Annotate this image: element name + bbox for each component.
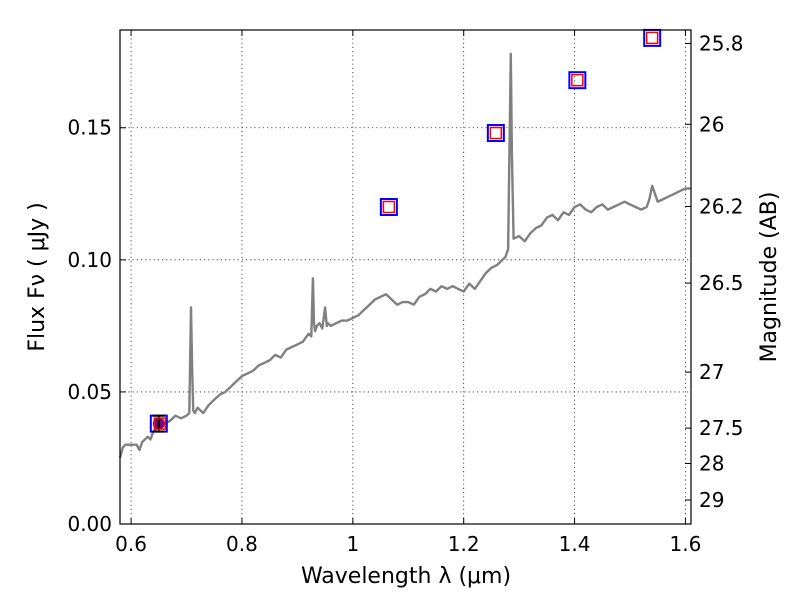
- y-axis-label: Flux Fν ( μJy ): [25, 202, 50, 351]
- spectrum-line: [118, 52, 691, 459]
- photometry-box-marker: [568, 71, 587, 90]
- x-tick-label: 1: [346, 532, 359, 556]
- model-flux-square: [382, 200, 396, 214]
- y2-tick-label: 27.5: [699, 416, 744, 440]
- y-tick-label: 0.15: [67, 116, 112, 140]
- y2-tick-label: 28: [699, 452, 724, 476]
- y2-tick-label: 26.5: [699, 271, 744, 295]
- model-flux-square: [153, 417, 167, 430]
- y-tick-label: 0.10: [67, 248, 112, 272]
- x-axis-label: Wavelength λ (μm): [301, 564, 511, 589]
- model-flux-square: [645, 31, 659, 45]
- y2-tick-label: 26.2: [699, 194, 744, 218]
- y2-tick-label: 29: [699, 488, 724, 512]
- x-tick-label: 1.6: [670, 532, 702, 556]
- y-tick-label: 0.05: [67, 380, 112, 404]
- photometry-box-marker: [486, 124, 505, 143]
- x-tick-label: 0.8: [226, 532, 258, 556]
- model-flux-square: [571, 73, 584, 87]
- photometry-markers: [149, 28, 662, 433]
- y2-tick-label: 26: [699, 112, 724, 136]
- grid-lines: [120, 30, 691, 525]
- x-tick-label: 0.6: [115, 532, 147, 556]
- photometry-box-marker: [379, 197, 398, 216]
- y2-tick-label: 25.8: [699, 31, 744, 55]
- y-tick-label: 0.00: [67, 512, 112, 536]
- y2-tick-label: 27: [699, 360, 724, 384]
- spectrum-series: [118, 52, 691, 459]
- x-tick-label: 1.4: [559, 532, 591, 556]
- model-flux-square: [489, 126, 503, 140]
- plot-frame: [119, 29, 692, 525]
- axis-ticks: 0.6 0.8 1 1.2 1.4 1.6 0.00 0.05 0.10 0.15 25.8 26 26…: [67, 30, 744, 556]
- y2-axis-label: Magnitude (AB): [757, 192, 782, 363]
- x-tick-label: 1.2: [448, 532, 480, 556]
